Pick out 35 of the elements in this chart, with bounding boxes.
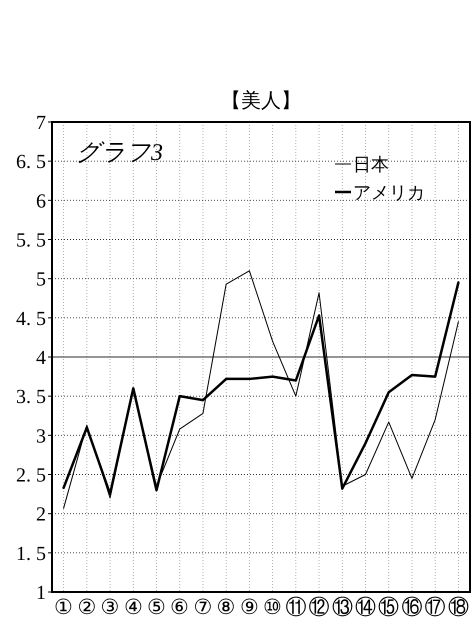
legend-label: アメリカ	[353, 182, 425, 202]
y-tick-label: 6	[36, 190, 46, 212]
x-tick-label: ③	[100, 595, 120, 619]
x-tick-label: ⑥	[170, 595, 190, 619]
y-tick-label: 6. 5	[16, 151, 46, 174]
y-tick-label: 3. 5	[16, 386, 46, 408]
x-tick-label: ⑧	[216, 595, 236, 619]
chart-title: 【美人】	[221, 89, 301, 112]
x-tick-label: ⑬	[332, 595, 353, 619]
y-tick-label: 2	[36, 504, 46, 526]
x-tick-label: ⑨	[240, 595, 259, 619]
x-tick-label: ⑤	[147, 595, 166, 619]
y-tick-label: 1	[36, 582, 46, 604]
x-tick-label: ⑱	[448, 595, 469, 619]
y-tick-label: 5	[36, 268, 46, 291]
x-tick-label: ②	[77, 595, 96, 619]
legend-label: 日本	[353, 154, 389, 174]
x-tick-label: ⑰	[424, 595, 446, 619]
x-tick-label: ⑩	[263, 595, 282, 619]
x-tick-label: ⑯	[401, 595, 422, 619]
x-tick-label: ⑫	[308, 595, 330, 619]
y-tick-label: 4	[36, 347, 46, 369]
x-tick-label: ⑮	[378, 595, 400, 619]
y-tick-label: 3	[36, 425, 46, 448]
x-tick-label: ⑭	[355, 595, 376, 619]
x-tick-label: ⑦	[193, 595, 212, 619]
y-tick-label: 5. 5	[16, 230, 46, 252]
x-tick-label: ①	[54, 595, 74, 619]
y-tick-label: 7	[36, 112, 46, 134]
y-tick-label: 4. 5	[16, 308, 46, 330]
y-tick-label: 1. 5	[16, 542, 46, 565]
x-tick-label: ④	[124, 595, 143, 619]
x-tick-label: ⑪	[285, 595, 306, 619]
y-tick-label: 2. 5	[16, 464, 46, 486]
annotation: グラフ3	[76, 140, 163, 166]
